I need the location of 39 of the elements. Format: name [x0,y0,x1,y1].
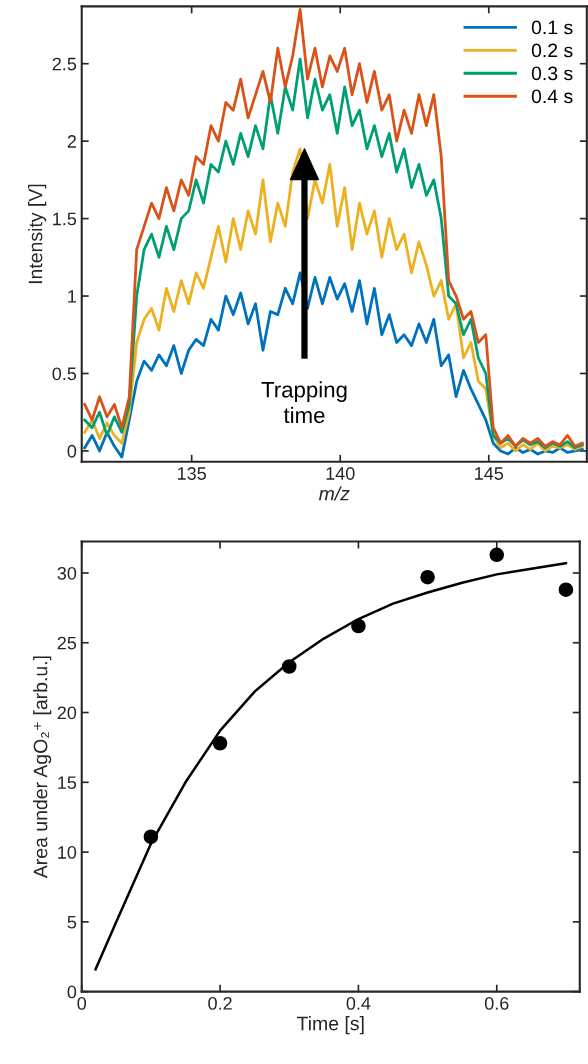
annotation: Trapping time [261,381,347,424]
line-series [83,271,584,459]
y-tick-label: 10 [58,846,77,859]
legend-label: 0.4 s [531,89,573,104]
x-tick-label: 0.2 [208,996,232,1010]
line-series [94,561,568,971]
point [558,582,574,598]
x-tick-label: 0 [77,996,87,1010]
line-series [83,147,584,453]
y-tick-label: 1 [68,290,76,303]
x-tick-label: 145 [475,467,504,480]
y-axis-title: Intensity [V] [28,184,47,284]
legend-label: 0.1 s [531,20,573,35]
y-tick-label: 15 [58,776,77,790]
y-tick-label: 20 [57,706,77,720]
y-tick-label: 0 [67,985,77,999]
point [420,569,435,585]
y-tick-label: 5 [67,915,77,929]
y-tick-label: 0.5 [52,367,77,381]
y-tick-label: 0 [67,444,77,458]
x-axis-title: Time [s] [296,1016,364,1035]
x-axis-title: m/z [318,486,350,501]
point [489,547,505,563]
y-tick-label: 2.5 [52,57,77,71]
y-tick-label: 1.5 [53,212,77,226]
point [281,659,297,674]
y-axis-title: Area under AgO₂⁺ [arb.u.] [33,656,52,879]
point [212,735,228,751]
x-tick-label: 135 [177,467,206,480]
point [143,829,159,845]
legend-label: 0.2 s [531,43,573,58]
point [351,618,366,634]
y-tick-label: 30 [57,566,77,580]
x-tick-label: 0.4 [346,996,371,1010]
legend-label: 0.3 s [531,66,573,81]
x-tick-label: 0.6 [484,996,509,1010]
y-tick-label: 25 [57,636,77,650]
x-tick-label: 140 [326,467,355,480]
y-tick-label: 2 [67,135,76,148]
